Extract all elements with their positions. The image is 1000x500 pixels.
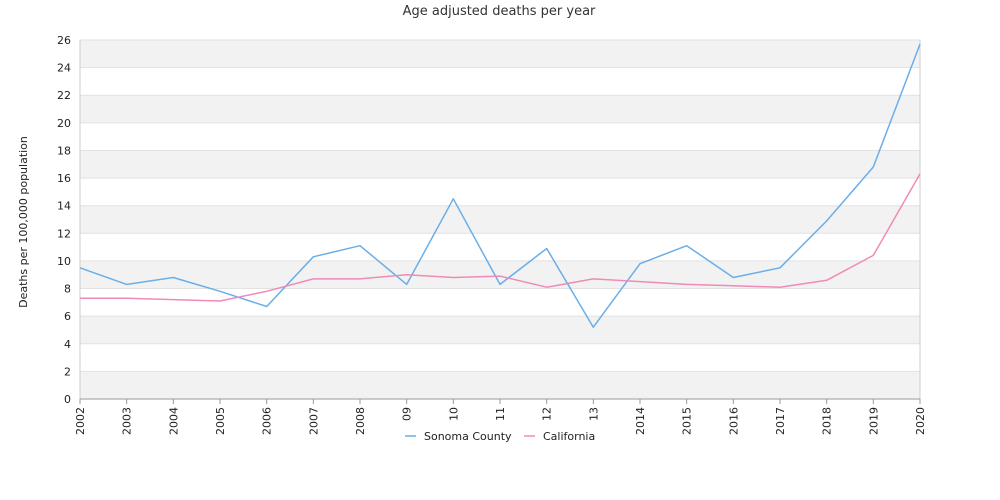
y-tick-label: 26 bbox=[57, 34, 71, 47]
x-tick-label: 2003 bbox=[121, 407, 134, 435]
series-line-california bbox=[80, 173, 921, 302]
x-tick-label: 2020 bbox=[914, 407, 927, 435]
y-tick-label: 14 bbox=[57, 200, 71, 213]
x-tick-label: 2017 bbox=[774, 407, 787, 435]
grid-band bbox=[80, 178, 920, 206]
x-tick-label: 2006 bbox=[261, 407, 274, 435]
grid-band bbox=[80, 343, 920, 372]
y-tick-label: 2 bbox=[64, 365, 71, 378]
y-axis-label: Deaths per 100,000 population bbox=[17, 136, 30, 308]
y-tick-label: 6 bbox=[64, 310, 71, 323]
grid-band bbox=[80, 95, 920, 123]
x-tick-label: 13 bbox=[587, 407, 600, 421]
x-tick-label: 2015 bbox=[681, 407, 694, 435]
chart-title: Age adjusted deaths per year bbox=[403, 4, 596, 19]
grid-band bbox=[80, 150, 920, 179]
x-tick-label: 2004 bbox=[167, 407, 180, 435]
y-tick-label: 0 bbox=[64, 393, 71, 406]
x-tick-label: 2018 bbox=[821, 407, 834, 435]
y-tick-label: 24 bbox=[57, 62, 71, 75]
grid-band bbox=[80, 122, 920, 151]
x-tick-label: 09 bbox=[401, 407, 414, 421]
legend-item-label: Sonoma County bbox=[424, 430, 512, 443]
y-tick-label: 22 bbox=[57, 89, 71, 102]
y-tick-label: 4 bbox=[64, 338, 71, 351]
x-tick-label: 12 bbox=[541, 407, 554, 421]
y-tick-label: 10 bbox=[57, 255, 71, 268]
y-tick-label: 16 bbox=[57, 172, 71, 185]
x-tick-label: 2007 bbox=[307, 407, 320, 435]
x-tick-label: 2005 bbox=[214, 407, 227, 435]
x-tick-label: 2008 bbox=[354, 407, 367, 435]
y-tick-label: 20 bbox=[57, 117, 71, 130]
grid-band bbox=[80, 316, 920, 344]
grid-band bbox=[80, 67, 920, 96]
x-tick-label: 10 bbox=[447, 407, 460, 421]
grid-band bbox=[80, 371, 920, 399]
x-tick-label: 2014 bbox=[634, 407, 647, 435]
y-tick-label: 18 bbox=[57, 144, 71, 157]
grid-band bbox=[80, 205, 920, 234]
grid-band bbox=[80, 40, 920, 68]
y-tick-label: 8 bbox=[64, 283, 71, 296]
series-line-sonoma-county bbox=[79, 43, 921, 328]
x-tick-label: 11 bbox=[494, 407, 507, 421]
grid-band bbox=[80, 233, 920, 261]
x-tick-label: 2002 bbox=[74, 407, 87, 435]
grid-band bbox=[80, 288, 920, 317]
x-tick-label: 2016 bbox=[727, 407, 740, 435]
legend-item-label: California bbox=[543, 430, 595, 443]
x-tick-label: 2019 bbox=[867, 407, 880, 435]
y-tick-label: 12 bbox=[57, 227, 71, 240]
